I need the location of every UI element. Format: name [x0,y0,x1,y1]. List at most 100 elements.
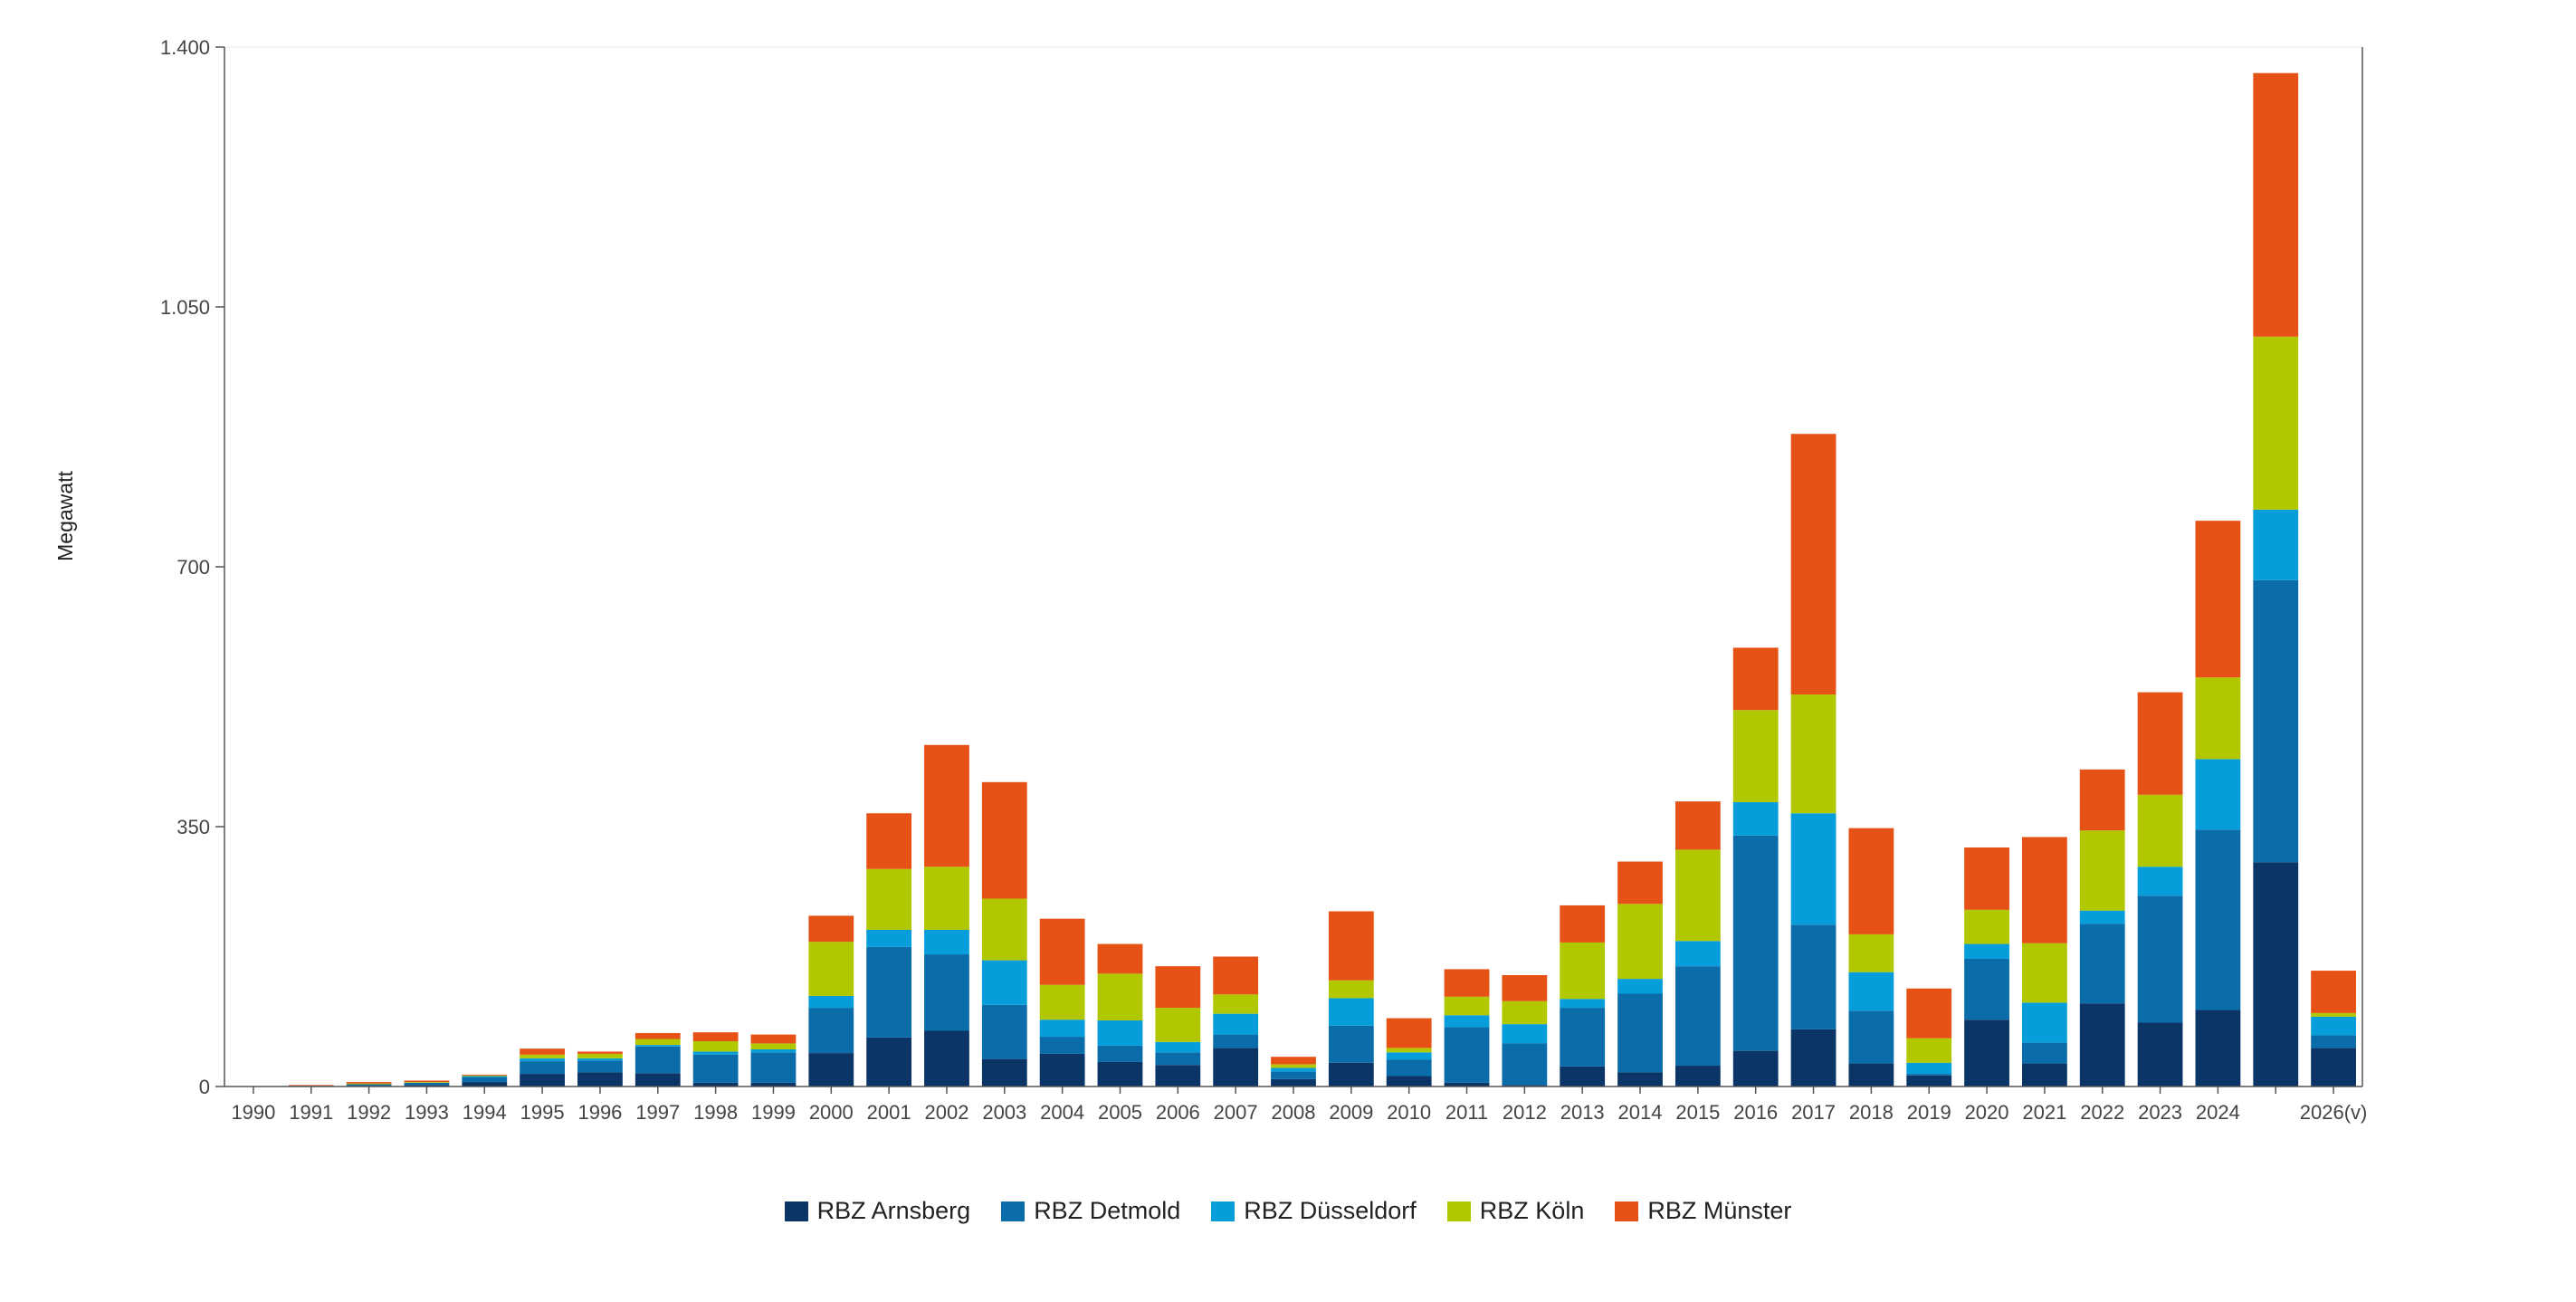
y-tick-label: 350 [177,816,210,838]
bar-segment [1271,1057,1316,1065]
bar-segment [1674,941,1721,967]
bar-segment [2079,769,2125,831]
bar-segment [1386,1052,1432,1060]
y-tick-label: 0 [199,1076,210,1098]
bar-segment [924,866,969,930]
bar-segment [692,1082,739,1087]
bar-segment [2311,1016,2356,1036]
x-tick-label: 2020 [1965,1101,2009,1124]
bar-segment [1155,1065,1201,1087]
y-tick-labels: 0 350 700 1.050 1.400 [160,36,210,1098]
bar-segment [692,1054,739,1083]
bar-segment [1906,1062,1952,1075]
bar-segment [866,929,912,947]
bar-segment [1271,1078,1316,1087]
bar-segment [1732,647,1779,711]
bar-segment [2079,910,2125,924]
bar-segment [404,1082,450,1083]
bar-segment [1848,972,1894,1011]
bar-segment [1732,835,1779,1051]
x-tick-label: 2001 [867,1101,911,1124]
bar-segment [808,1053,854,1087]
legend-item[interactable]: RBZ Köln [1446,1197,1584,1225]
legend-swatch [1446,1201,1471,1221]
bar-segment [1906,1038,1952,1063]
bar-segment [981,898,1027,961]
bar-segment [1964,1020,2009,1087]
bar-segment [1213,1034,1259,1048]
x-tick-label: 2011 [1445,1101,1488,1124]
y-tick-label: 1.050 [160,296,210,319]
bar-segment [924,954,969,1031]
bar-segment [692,1032,739,1041]
bar-segment [924,929,969,955]
bar-segment [520,1058,566,1062]
bar-segment [1097,1045,1143,1062]
bar-segment [1848,1063,1894,1087]
bar-segment [2195,677,2241,760]
bar-segment [404,1085,450,1087]
x-tick-label: 2005 [1098,1101,1142,1124]
bar-segment [1213,994,1259,1014]
bar-segment [1964,847,2009,910]
bar-segment [2195,1010,2241,1087]
legend-item[interactable]: RBZ Düsseldorf [1211,1197,1417,1225]
bar-segment [750,1034,797,1044]
bar-segment [808,1008,854,1054]
bar-segment [1502,1085,1548,1087]
legend-item[interactable]: RBZ Detmold [1001,1197,1180,1225]
bar-segment [1386,1076,1432,1087]
bar-segment [1560,999,1606,1009]
bar-segment [1444,1027,1490,1083]
x-tick-label: 2006 [1156,1101,1200,1124]
x-tick-label: 1990 [231,1101,275,1124]
bar-segment [2195,759,2241,830]
bar-segment [1674,966,1721,1067]
bar-segment [808,995,854,1009]
axes [215,46,2363,1094]
legend-item[interactable]: RBZ Münster [1615,1197,1791,1225]
legend-swatch [784,1201,808,1221]
bar-segment [2195,521,2241,678]
bar-segment [1386,1018,1432,1048]
bar-segment [750,1043,797,1049]
x-tick-label: 2013 [1560,1101,1605,1124]
bar-segment [1386,1059,1432,1077]
bar-segment [2311,1035,2356,1048]
bar-segment [1444,969,1490,997]
bar-segment [2253,336,2299,510]
bar-segment [1213,1048,1259,1087]
x-tick-label: 2009 [1329,1101,1373,1124]
bar-segment [1848,1010,1894,1064]
bar-segment [2137,895,2183,1023]
bar-segment [1502,1000,1548,1025]
bar-segment [1502,1024,1548,1044]
bar-segment [2137,794,2183,867]
bar-segment [462,1077,508,1083]
bar-segment [1444,1082,1490,1087]
x-tick-label: 1997 [635,1101,680,1124]
bar-segment [1617,1072,1663,1087]
bar-segment [1097,973,1143,1021]
x-tick-labels: 1990 1991 1992 1993 1994 1995 1996 1997 1998 1999… [231,1101,2367,1124]
bar-segment [692,1040,739,1052]
bar-segment [1328,998,1374,1026]
legend-item[interactable]: RBZ Arnsberg [784,1197,970,1225]
bar-segment [866,1037,912,1087]
bar-segment [866,813,912,869]
bar-segment [346,1084,392,1087]
bar-segment [750,1082,797,1087]
bar-segment [1444,1015,1490,1028]
bar-segment [520,1054,566,1058]
bar-segment [2311,971,2356,1013]
y-tick-label: 1.400 [160,36,210,59]
bar-segment [288,1085,334,1087]
x-tick-label: 1993 [405,1101,449,1124]
bar-segment [1097,1061,1143,1087]
x-tick-label: 1999 [751,1101,796,1124]
bar-segment [634,1039,681,1046]
x-tick-label: 1995 [520,1101,565,1124]
bar-segment [577,1060,623,1073]
bar-segment [1674,1066,1721,1087]
bar-segment [2021,1063,2067,1087]
